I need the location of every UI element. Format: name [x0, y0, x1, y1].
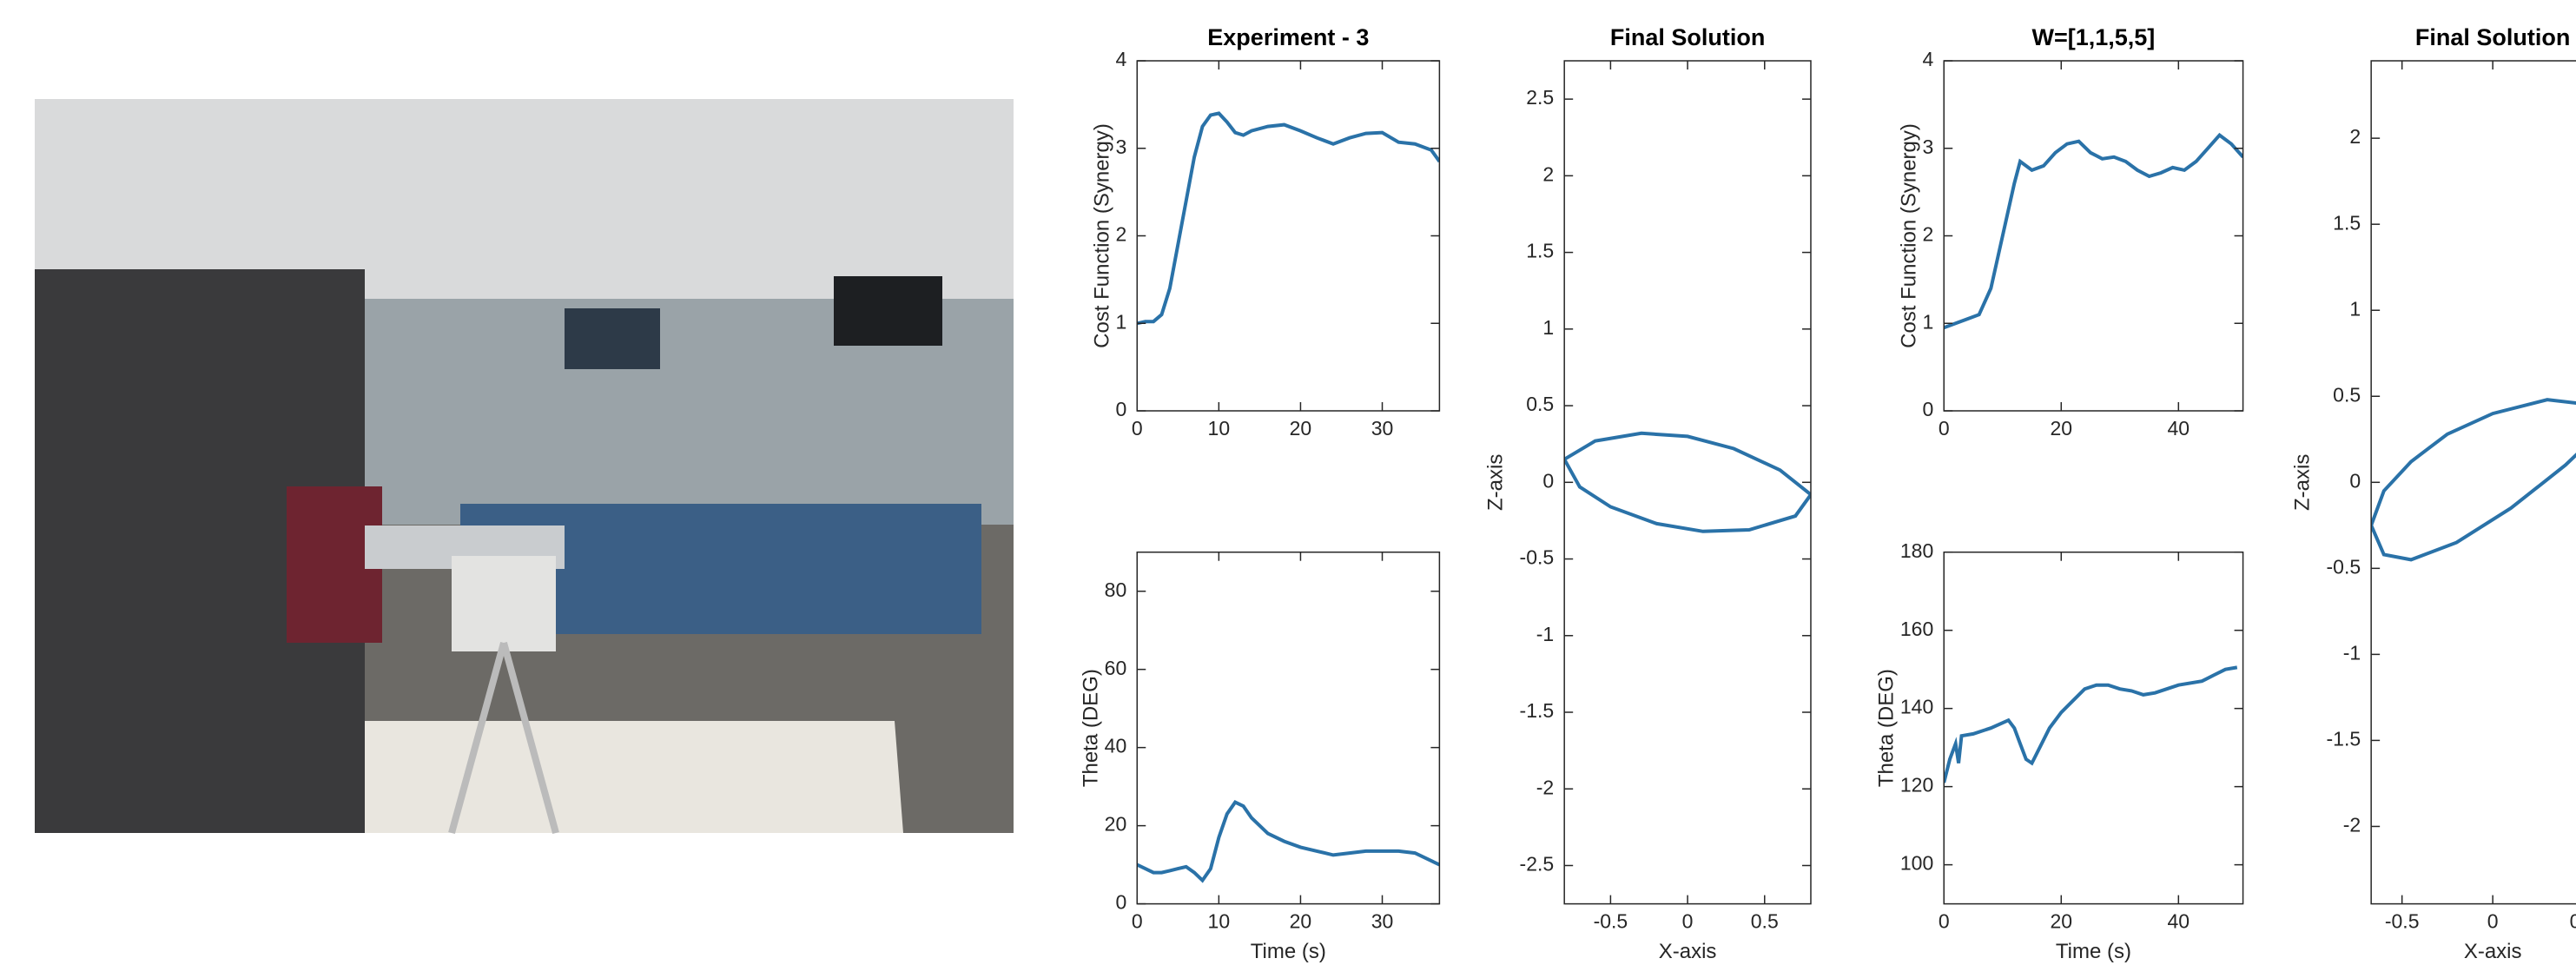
x-tick-label: 0 — [1682, 910, 1694, 933]
x-tick-label: 20 — [1290, 417, 1312, 440]
x-tick-label: 10 — [1208, 417, 1231, 440]
x-tick-label: -0.5 — [1594, 910, 1628, 933]
y-tick-label: 2 — [1542, 162, 1554, 185]
y-tick-label: -1 — [2343, 641, 2361, 664]
plot-area — [1564, 61, 1811, 904]
y-tick-label: 20 — [1105, 813, 1127, 836]
y-tick-label: 1 — [1115, 310, 1126, 333]
x-tick-label: 0 — [1939, 417, 1950, 440]
y-tick-label: 1.5 — [1526, 240, 1554, 262]
y-tick-label: -1.5 — [2327, 728, 2361, 750]
x-axis-label: X-axis — [1659, 940, 1717, 963]
plot-area — [1137, 61, 1439, 411]
y-tick-label: 0.5 — [1526, 393, 1554, 415]
y-tick-label: 1 — [1542, 316, 1554, 339]
y-tick-label: 100 — [1900, 852, 1933, 875]
y-tick-label: 1 — [2349, 297, 2361, 320]
y-tick-label: 4 — [1115, 48, 1126, 70]
x-tick-label: 30 — [1371, 910, 1394, 933]
plot-area — [1944, 61, 2242, 411]
y-tick-label: 140 — [1900, 696, 1933, 718]
y-tick-label: 0 — [1542, 469, 1554, 492]
y-tick-label: 1 — [1922, 310, 1933, 333]
x-tick-label: 0 — [1132, 417, 1143, 440]
y-tick-label: -0.5 — [1520, 546, 1555, 569]
x-tick-label: 20 — [2050, 910, 2072, 933]
chart: 100 120 140 160 180 0 20 40 Time (s) Theta (DEG) — [1875, 539, 2243, 963]
y-tick-label: 3 — [1922, 135, 1933, 158]
y-tick-label: 40 — [1105, 735, 1127, 757]
x-axis-label: Time (s) — [1251, 940, 1326, 963]
photo — [35, 99, 1014, 833]
y-tick-label: 80 — [1105, 578, 1127, 601]
chart-title: Final Solution — [1610, 24, 1765, 50]
y-tick-label: 2 — [1115, 223, 1126, 246]
y-tick-label: -2 — [1536, 776, 1554, 798]
y-tick-label: -0.5 — [2327, 555, 2361, 578]
chart-title: Experiment - 3 — [1207, 24, 1369, 50]
x-axis-label: X-axis — [2464, 940, 2522, 963]
chart: -2.5 -2 -1.5 -1 -0.5 0 0.5 1 1.5 2 2.5 -0.5 0 0.5 Fina… — [1484, 24, 1811, 963]
y-tick-label: 2.5 — [1526, 86, 1554, 109]
y-tick-label: 160 — [1900, 618, 1933, 640]
y-tick-label: -2.5 — [1520, 853, 1555, 876]
y-tick-label: 0 — [1115, 891, 1126, 914]
chart-title: Final Solution — [2415, 24, 2570, 50]
y-axis-label: Z-axis — [2290, 454, 2314, 511]
x-tick-label: 30 — [1371, 417, 1394, 440]
y-tick-label: -1.5 — [1520, 699, 1555, 722]
x-tick-label: -0.5 — [2385, 910, 2420, 933]
x-axis-label: Time (s) — [2056, 940, 2131, 963]
y-axis-label: Z-axis — [1484, 454, 1508, 511]
y-tick-label: 60 — [1105, 657, 1127, 679]
y-tick-label: 2 — [1922, 223, 1933, 246]
x-tick-label: 0.5 — [1751, 910, 1779, 933]
x-tick-label: 0.5 — [2570, 910, 2576, 933]
y-tick-label: 1.5 — [2333, 211, 2361, 234]
figure: 012340102030Experiment - 3Cost Function … — [0, 0, 2576, 965]
y-tick-label: 3 — [1115, 135, 1126, 158]
chart: 0 1 2 3 4 0 10 20 30 Experiment - 3 Cost Function … — [1091, 24, 1440, 440]
x-tick-label: 20 — [2050, 417, 2072, 440]
y-tick-label: 0 — [1115, 398, 1126, 420]
y-axis-label: Cost Function (Synergy) — [1091, 123, 1114, 348]
y-tick-label: 2 — [2349, 125, 2361, 148]
y-tick-label: 0 — [1922, 398, 1933, 420]
x-tick-label: 20 — [1290, 910, 1312, 933]
x-tick-label: 0 — [2487, 910, 2499, 933]
chart: -2 -1.5 -1 -0.5 0 0.5 1 1.5 2 -0.5 0 0.5 Final Solut… — [2290, 24, 2576, 963]
y-tick-label: -1 — [1536, 623, 1554, 645]
y-tick-label: -2 — [2343, 814, 2361, 836]
chart: 0 20 40 60 80 0 10 20 30 Time (s) Theta (DEG) — [1080, 552, 1440, 963]
y-tick-label: 4 — [1922, 48, 1933, 70]
x-tick-label: 0 — [1939, 910, 1950, 933]
chart-title: W=[1,1,5,5] — [2032, 24, 2156, 50]
y-tick-label: 120 — [1900, 774, 1933, 796]
y-axis-label: Theta (DEG) — [1875, 669, 1899, 787]
x-tick-label: 0 — [1132, 910, 1143, 933]
y-axis-label: Theta (DEG) — [1080, 669, 1103, 787]
y-tick-label: 0.5 — [2333, 383, 2361, 406]
x-tick-label: 40 — [2168, 910, 2190, 933]
x-tick-label: 10 — [1208, 910, 1231, 933]
y-axis-label: Cost Function (Synergy) — [1898, 123, 1921, 348]
y-tick-label: 180 — [1900, 539, 1933, 562]
page: 012340102030Experiment - 3Cost Function … — [0, 0, 2576, 965]
x-tick-label: 40 — [2168, 417, 2190, 440]
y-tick-label: 0 — [2349, 469, 2361, 492]
